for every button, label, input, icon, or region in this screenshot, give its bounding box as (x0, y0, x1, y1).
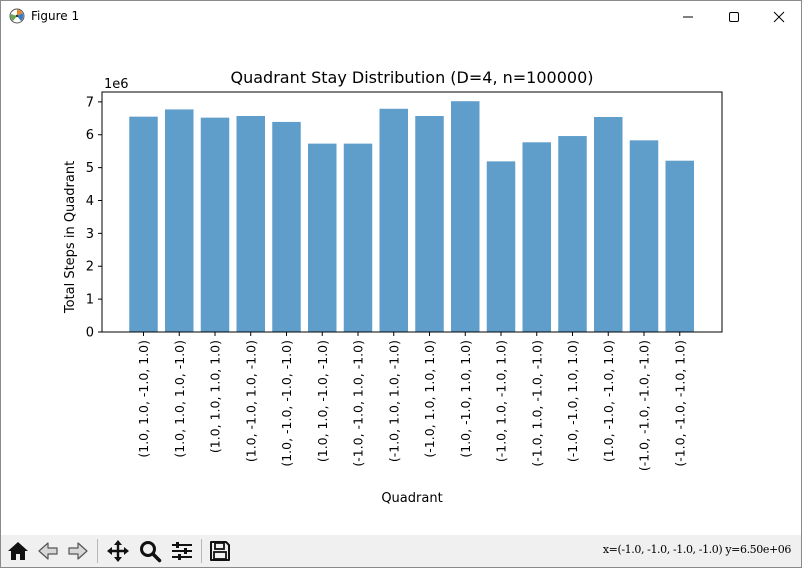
close-icon (773, 11, 785, 22)
bar (415, 116, 444, 332)
x-tick-label: (1.0, 1.0, 1.0, -1.0) (172, 340, 187, 458)
toolbar-separator (97, 539, 98, 563)
title-bar[interactable]: Figure 1 (1, 1, 801, 32)
y-scale-label: 1e6 (104, 77, 129, 92)
x-tick-label: (-1.0, 1.0, 1.0, 1.0) (422, 340, 437, 458)
zoom-button[interactable] (136, 537, 164, 565)
y-tick-label: 0 (86, 326, 94, 341)
x-tick-label: (1.0, 1.0, -1.0, -1.0) (315, 340, 330, 462)
bar (629, 140, 659, 332)
y-tick-label: 3 (86, 227, 94, 242)
bar (200, 117, 230, 332)
bar (165, 109, 194, 332)
x-tick-label: (-1.0, 1.0, -1.0, -1.0) (529, 340, 544, 467)
home-icon (8, 542, 28, 560)
y-tick-label: 6 (86, 128, 94, 143)
plot-frame (101, 91, 723, 333)
pan-icon (107, 540, 129, 562)
bar (272, 121, 301, 332)
save-button[interactable] (206, 537, 234, 565)
bar (451, 101, 480, 333)
x-tick-label: (-1.0, 1.0, -1.0, 1.0) (494, 340, 509, 462)
bar (343, 143, 373, 332)
bar (594, 116, 623, 333)
zoom-icon (140, 541, 162, 563)
x-tick-label: (-1.0, -1.0, 1.0, 1.0) (565, 340, 580, 462)
y-tick-label: 1 (86, 293, 94, 308)
bar (379, 108, 408, 333)
matplotlib-logo-icon (9, 8, 25, 24)
close-button[interactable] (756, 1, 802, 32)
x-tick-label: (-1.0, 1.0, 1.0, -1.0) (386, 340, 401, 462)
save-icon (210, 541, 230, 561)
x-tick-label: (1.0, -1.0, 1.0, 1.0) (458, 340, 473, 458)
x-tick-label: (1.0, -1.0, -1.0, -1.0) (279, 340, 294, 467)
window-title: Figure 1 (31, 9, 80, 23)
maximize-icon (729, 11, 739, 22)
bar (236, 116, 265, 332)
bar (558, 136, 587, 332)
x-tick-label: (-1.0, -1.0, -1.0, -1.0) (637, 340, 652, 471)
x-axis-label: Quadrant (381, 491, 442, 506)
x-tick-label: (1.0, -1.0, -1.0, 1.0) (601, 340, 616, 462)
x-tick-label: (1.0, 1.0, 1.0, 1.0) (208, 340, 223, 453)
back-button[interactable] (34, 537, 62, 565)
forward-arrow-icon (68, 542, 88, 560)
cursor-coordinates: x=(-1.0, -1.0, -1.0, -1.0) y=6.50e+06 (602, 543, 792, 556)
y-axis-label: Total Steps in Quadrant (63, 161, 78, 314)
back-arrow-icon (38, 542, 58, 560)
bar (486, 161, 516, 332)
bar (522, 142, 551, 332)
toolbar-separator (201, 539, 202, 563)
x-tick-label: (-1.0, -1.0, 1.0, -1.0) (351, 340, 366, 467)
bar-chart: Quadrant Stay Distribution (D=4, n=10000… (63, 68, 723, 506)
y-tick-label: 5 (86, 161, 94, 176)
minimize-button[interactable] (665, 1, 711, 32)
bar (129, 116, 158, 332)
home-button[interactable] (4, 537, 32, 565)
figure-canvas[interactable]: Quadrant Stay Distribution (D=4, n=10000… (1, 32, 801, 535)
y-tick-label: 7 (86, 95, 94, 110)
configure-subplots-button[interactable] (168, 537, 196, 565)
bar (665, 160, 694, 332)
x-tick-label: (1.0, -1.0, 1.0, -1.0) (243, 340, 258, 462)
forward-button[interactable] (64, 537, 92, 565)
minimize-icon (683, 16, 693, 17)
x-tick-label: (1.0, 1.0, -1.0, 1.0) (136, 340, 151, 458)
configure-subplots-icon (172, 542, 192, 560)
chart-title: Quadrant Stay Distribution (D=4, n=10000… (231, 68, 594, 87)
y-tick-label: 4 (86, 194, 94, 209)
y-tick-label: 2 (86, 260, 94, 275)
navigation-toolbar: x=(-1.0, -1.0, -1.0, -1.0) y=6.50e+06 (1, 535, 801, 567)
bar (308, 143, 337, 332)
maximize-button[interactable] (711, 1, 757, 32)
x-tick-label: (-1.0, -1.0, -1.0, 1.0) (672, 340, 687, 467)
pan-button[interactable] (104, 537, 132, 565)
